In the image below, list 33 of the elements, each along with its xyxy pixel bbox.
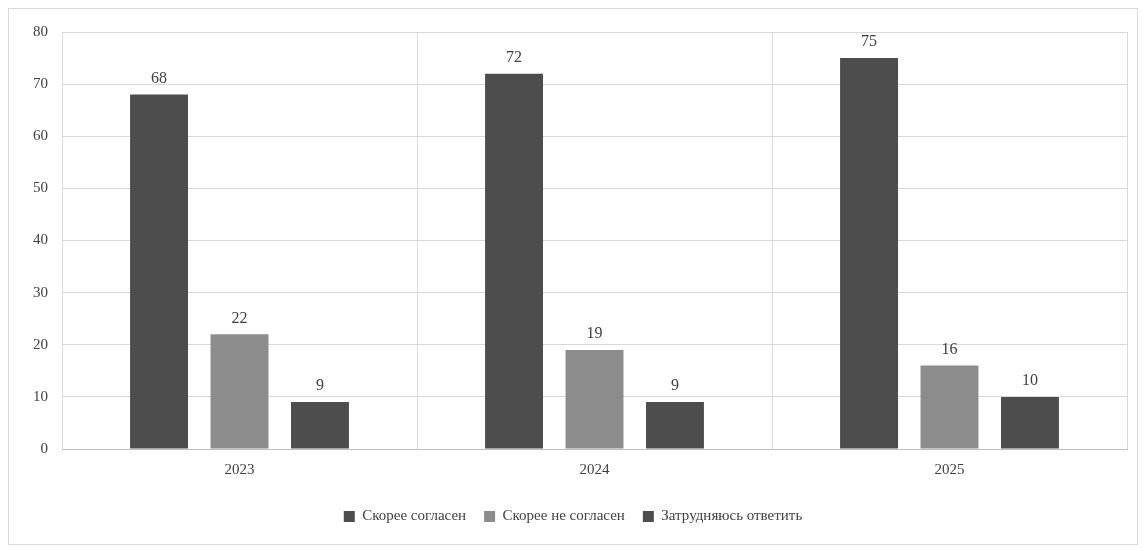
bar [840,58,898,449]
y-tick-label: 80 [33,22,48,39]
bar [565,349,624,449]
bar [485,73,543,449]
y-tick-label: 0 [40,439,48,456]
y-tick-label: 60 [33,127,48,144]
x-tick-label: 2024 [579,460,610,477]
legend-label: Скорее согласен [362,507,467,524]
data-label: 22 [231,308,248,326]
data-label: 9 [315,376,324,394]
bar [210,334,269,449]
y-tick-label: 40 [33,231,48,248]
y-tick-label: 30 [33,283,48,300]
data-label: 75 [861,32,878,50]
y-tick-label: 70 [33,75,48,92]
x-tick-label: 2023 [224,460,255,477]
bar [130,94,188,449]
y-tick-label: 10 [33,387,48,404]
bar [920,365,979,449]
data-label: 19 [586,324,603,342]
bar [1001,396,1059,449]
data-label: 10 [1021,371,1038,389]
data-label: 72 [506,47,523,65]
legend-label: Затрудняюсь ответить [661,507,803,524]
bar [291,402,349,449]
legend-label: Скорее не согласен [502,507,625,524]
x-tick-label: 2025 [934,460,965,477]
y-tick-label: 20 [33,335,48,352]
y-tick-label: 50 [33,179,48,196]
data-label: 68 [151,68,168,86]
bar [646,402,704,449]
data-label: 16 [941,339,958,357]
data-label: 9 [670,376,679,394]
